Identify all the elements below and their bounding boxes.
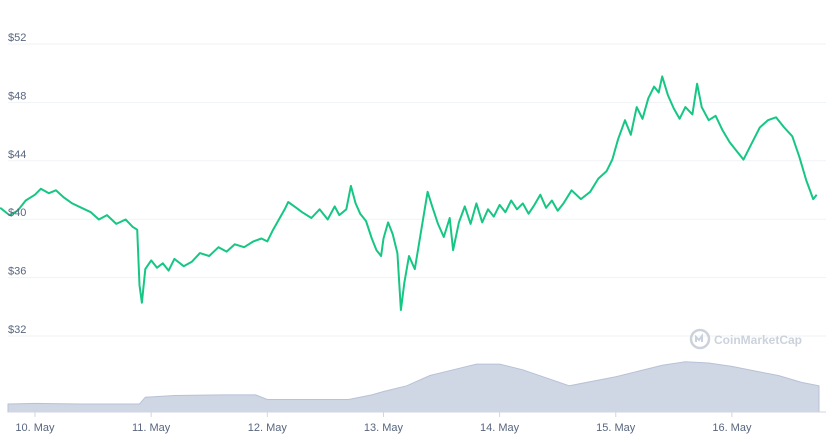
x-tick-label: 12. May (248, 422, 288, 434)
x-tick-label: 10. May (15, 422, 55, 434)
x-axis-ticks: 10. May 11. May 12. May 13. May 14. May 15. M… (15, 412, 752, 434)
volume-area (7, 361, 826, 413)
price-line-layer (0, 75, 818, 311)
x-tick-label: 14. May (480, 422, 520, 434)
y-tick-label: $36 (8, 266, 26, 278)
coinmarketcap-logo-icon (689, 328, 711, 350)
y-axis-ticks: $32 $36 $40 $44 $48 $52 (8, 32, 26, 336)
price-series-line (0, 75, 818, 311)
x-tick-label: 11. May (132, 422, 171, 434)
y-tick-label: $52 (8, 32, 26, 44)
watermark: CoinMarketCap (689, 328, 802, 350)
y-tick-label: $40 (8, 207, 26, 219)
x-tick-label: 16. May (712, 422, 752, 434)
watermark-text: CoinMarketCap (714, 333, 802, 347)
y-tick-label: $44 (8, 149, 26, 161)
x-tick-label: 15. May (596, 422, 636, 434)
y-tick-label: $48 (8, 90, 26, 102)
y-tick-label: $32 (8, 324, 26, 336)
grid-lines (8, 43, 826, 337)
x-tick-label: 13. May (364, 422, 404, 434)
volume-series (7, 361, 820, 413)
